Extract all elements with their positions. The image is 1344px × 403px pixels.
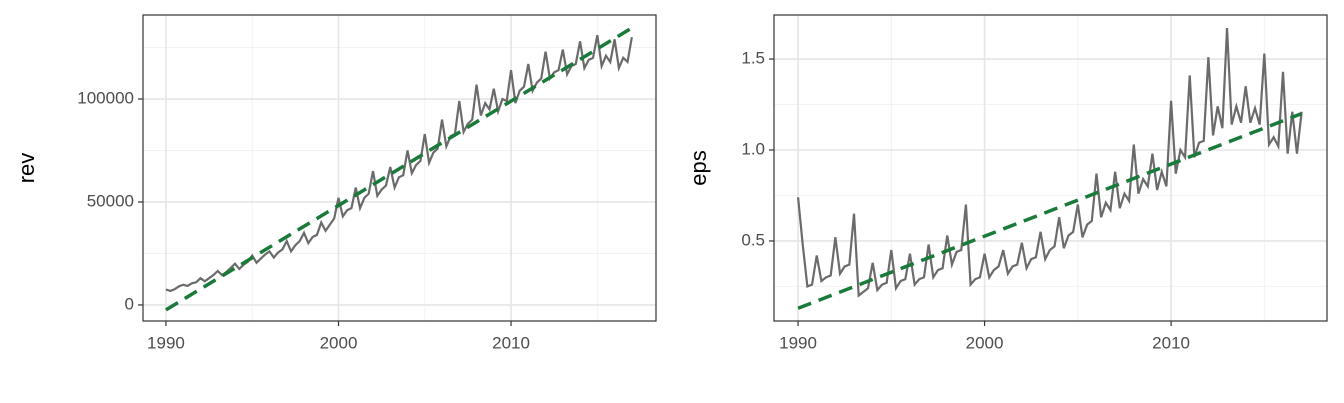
x-tick-label: 2010 [1152, 333, 1190, 352]
y-axis-label: rev [14, 153, 39, 184]
y-tick-label: 50000 [87, 191, 134, 210]
series-line [796, 28, 1303, 298]
x-tick-label: 1990 [147, 333, 185, 352]
y-axis-label: eps [686, 150, 711, 185]
x-tick-label: 2000 [320, 333, 358, 352]
y-tick-label: 1.5 [741, 49, 765, 68]
x-tick-label: 2000 [966, 333, 1004, 352]
plot-background [774, 15, 1327, 321]
y-tick-label: 0.5 [741, 230, 765, 249]
y-tick-label: 1.0 [741, 139, 765, 158]
plot-border [142, 14, 657, 322]
y-tick-label: 0 [125, 294, 134, 313]
series-line [165, 26, 633, 312]
x-tick-label: 1990 [779, 333, 817, 352]
x-tick-label: 2010 [492, 333, 530, 352]
y-tick-label: 100000 [77, 89, 134, 108]
plot-border [773, 14, 1328, 322]
series-line [797, 111, 1303, 310]
